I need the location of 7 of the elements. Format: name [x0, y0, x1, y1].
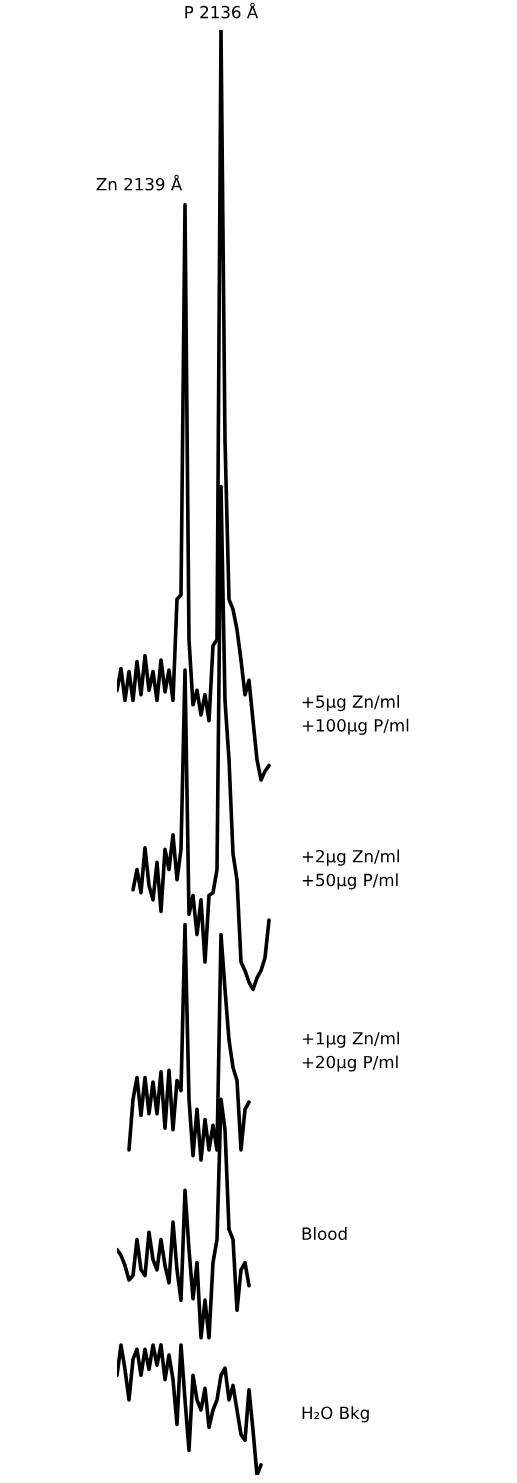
annotation: Zn 2139 Å	[96, 174, 183, 191]
text: Blood	[302, 1227, 347, 1240]
text: +2µg Zn/ml +50µg P/ml	[302, 849, 399, 890]
text: H₂O Bkg	[302, 1406, 369, 1423]
text: +1µg Zn/ml +20µg P/ml	[302, 1031, 399, 1072]
text: +5µg Zn/ml +100µg P/ml	[302, 695, 409, 735]
text: P 2136 Å	[185, 2, 259, 19]
